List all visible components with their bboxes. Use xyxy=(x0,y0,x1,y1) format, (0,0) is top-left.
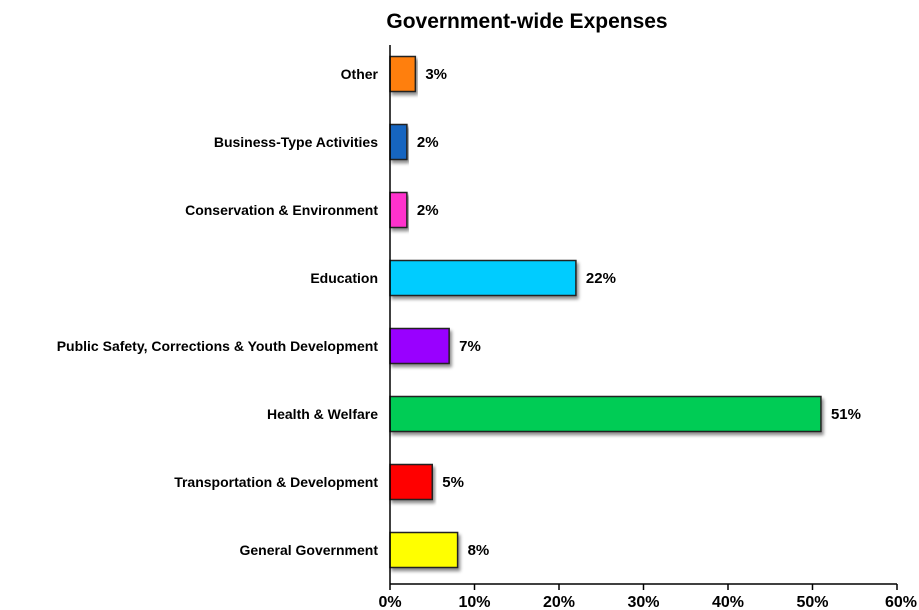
x-tick-label-6: 60% xyxy=(885,594,917,610)
bar-6 xyxy=(389,463,433,501)
value-label-2: 2% xyxy=(417,202,439,219)
value-label-4: 7% xyxy=(459,338,481,355)
x-tick-label-4: 40% xyxy=(712,594,744,610)
bars-layer: Other 3% Business-Type Activities 2% Conserv… xyxy=(57,55,861,569)
bar-2 xyxy=(389,191,408,229)
category-label-6: Transportation & Development xyxy=(174,474,378,490)
bar-0 xyxy=(389,55,417,93)
bar-3 xyxy=(389,259,577,297)
x-tick-label-0: 0% xyxy=(378,594,401,610)
bar-5 xyxy=(389,395,822,433)
category-label-4: Public Safety, Corrections & Youth Devel… xyxy=(57,338,379,354)
chart-title: Government-wide Expenses xyxy=(386,10,667,33)
x-tick-label-2: 20% xyxy=(543,594,575,610)
x-tick-label-5: 50% xyxy=(796,594,828,610)
category-label-7: General Government xyxy=(240,542,379,558)
value-label-5: 51% xyxy=(831,406,861,423)
category-label-2: Conservation & Environment xyxy=(185,202,378,218)
category-label-1: Business-Type Activities xyxy=(214,134,378,150)
bar-1 xyxy=(389,123,408,161)
value-label-6: 5% xyxy=(442,474,464,491)
bar-7 xyxy=(389,531,459,569)
x-tick-label-1: 10% xyxy=(458,594,490,610)
category-label-5: Health & Welfare xyxy=(267,406,378,422)
value-label-7: 8% xyxy=(468,542,490,559)
category-label-0: Other xyxy=(341,66,379,82)
bar-4 xyxy=(389,327,450,365)
x-tick-label-3: 30% xyxy=(627,594,659,610)
value-label-1: 2% xyxy=(417,134,439,151)
value-label-0: 3% xyxy=(425,66,447,83)
x-axis: 0% 10% 20% 30% 40% 50% 60% xyxy=(378,45,917,610)
category-label-3: Education xyxy=(310,270,378,286)
value-label-3: 22% xyxy=(586,270,616,287)
